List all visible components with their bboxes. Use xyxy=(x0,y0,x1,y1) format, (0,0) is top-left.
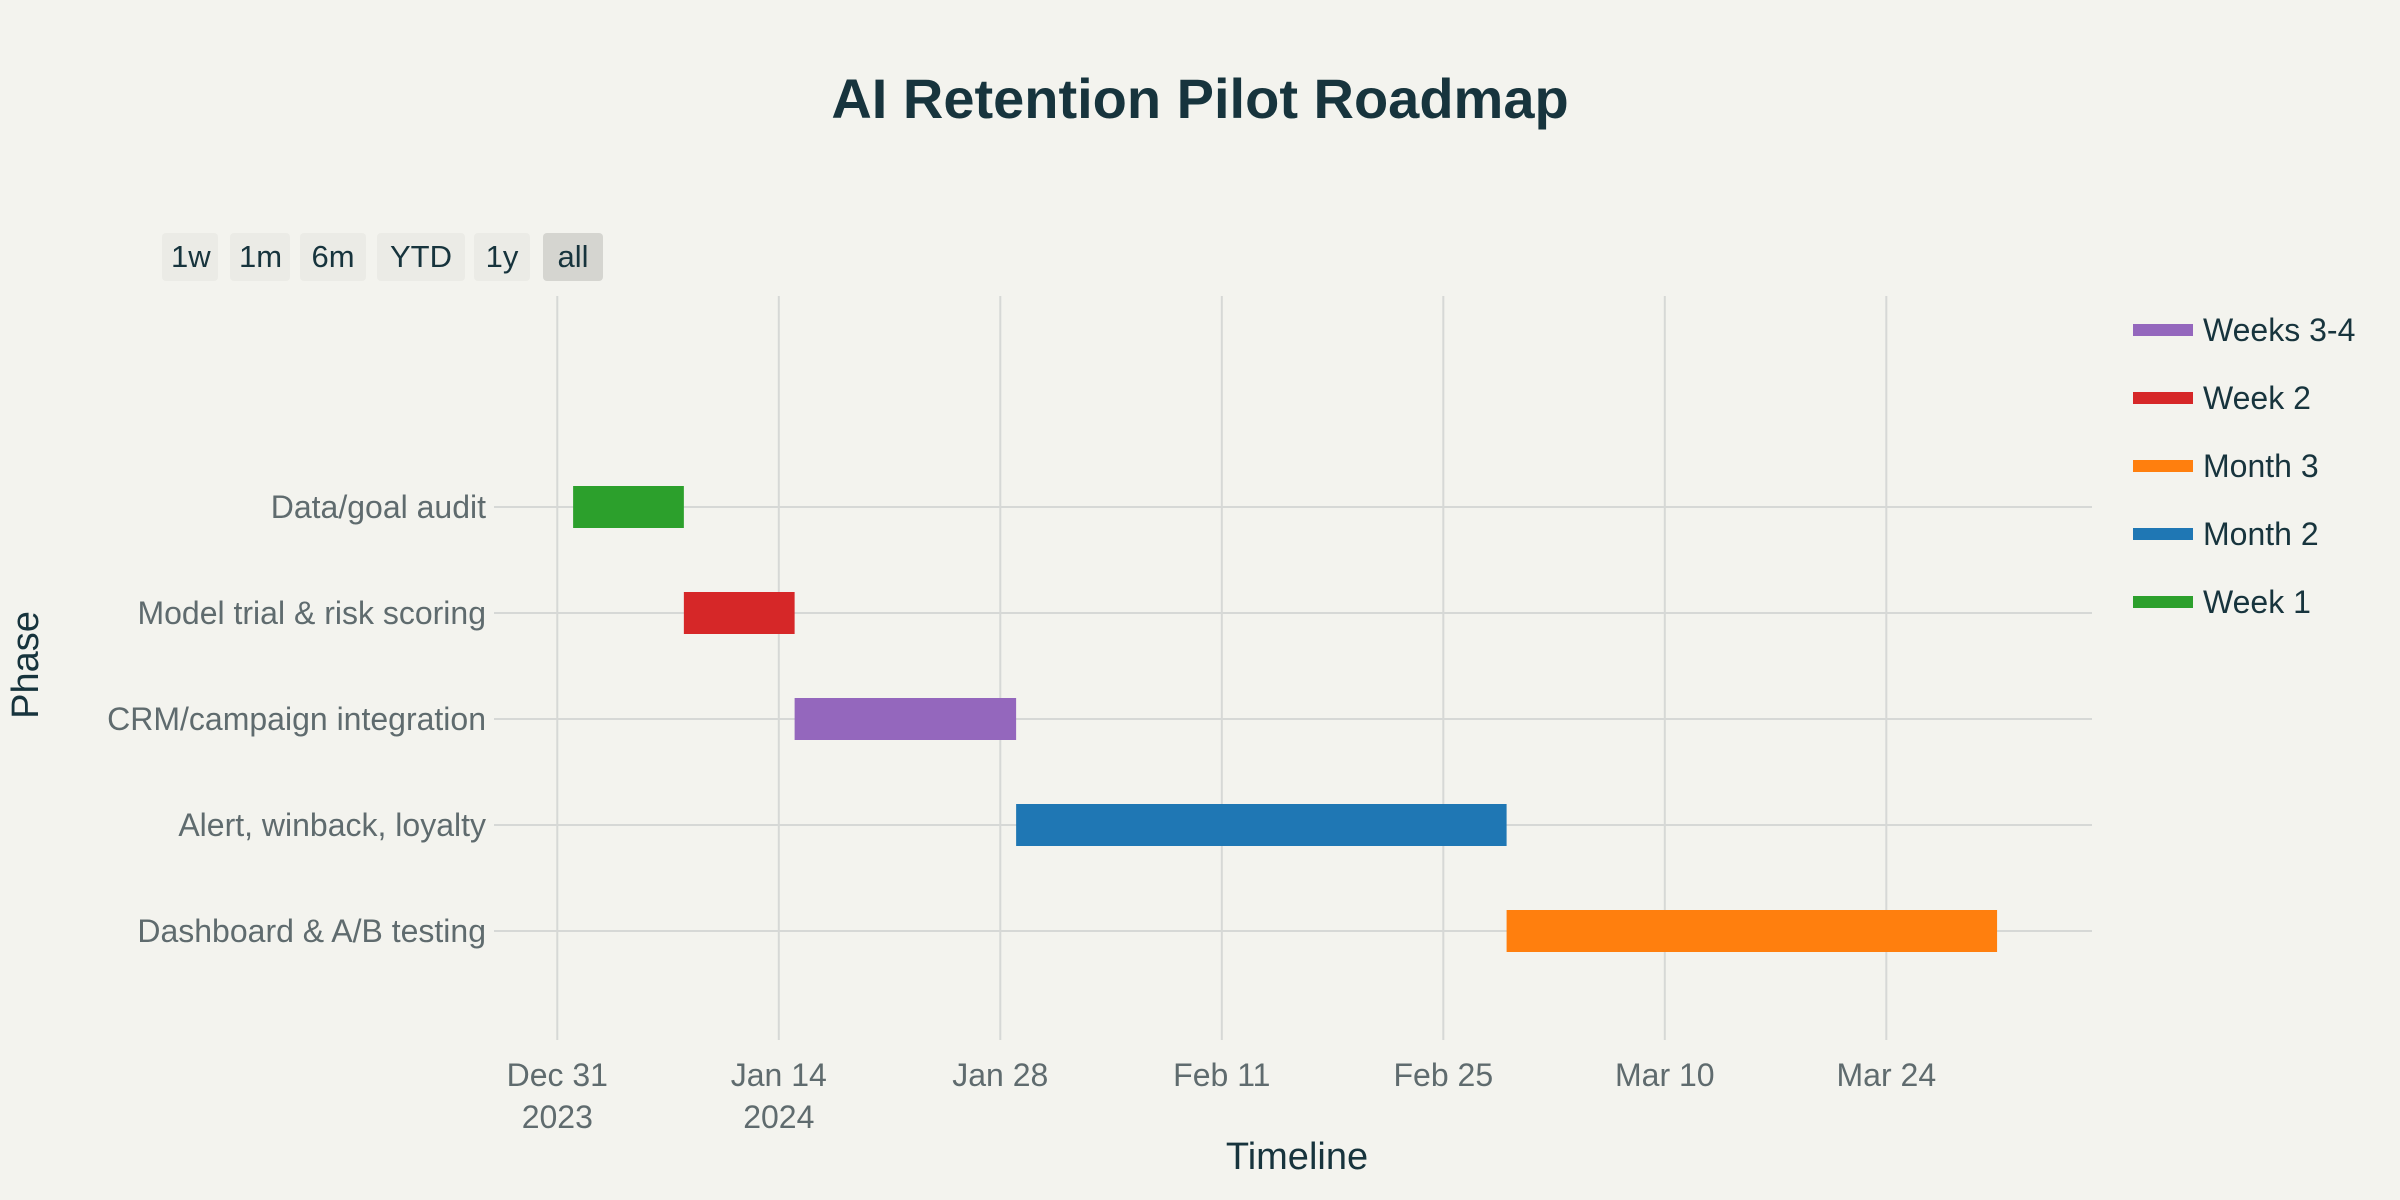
legend-label: Week 2 xyxy=(2203,380,2311,416)
legend-label: Weeks 3-4 xyxy=(2203,312,2355,348)
legend-swatch xyxy=(2133,596,2193,608)
legend-swatch xyxy=(2133,392,2193,404)
legend-item[interactable]: Week 1 xyxy=(2133,584,2311,620)
legend-swatch xyxy=(2133,324,2193,336)
x-tick-label: Jan 14 xyxy=(731,1057,827,1093)
gantt-bar-week-2[interactable] xyxy=(683,592,795,634)
x-tick-label: Dec 31 xyxy=(507,1057,608,1093)
range-button-all[interactable]: all xyxy=(543,233,603,281)
x-tick-year-label: 2024 xyxy=(743,1099,814,1135)
gantt-bar-month-3[interactable] xyxy=(1506,910,1998,952)
range-button-ytd[interactable]: YTD xyxy=(377,233,465,281)
x-tick-label: Feb 11 xyxy=(1173,1057,1270,1093)
range-button-6m[interactable]: 6m xyxy=(300,233,366,281)
y-tick-label: Alert, winback, loyalty xyxy=(178,807,486,843)
legend[interactable]: Weeks 3-4 Week 2 Month 3 Month 2 Week 1 xyxy=(2133,312,2355,620)
x-axis-title: Timeline xyxy=(1226,1136,1368,1178)
chart-title: AI Retention Pilot Roadmap xyxy=(831,67,1568,130)
legend-label: Month 2 xyxy=(2203,516,2319,552)
range-button-1y[interactable]: 1y xyxy=(474,233,530,281)
range-button-1w[interactable]: 1w xyxy=(162,233,218,281)
x-tick-label: Mar 10 xyxy=(1615,1057,1715,1093)
y-tick-label: Dashboard & A/B testing xyxy=(137,913,486,949)
legend-item[interactable]: Week 2 xyxy=(2133,380,2311,416)
x-tick-label: Jan 28 xyxy=(952,1057,1048,1093)
legend-item[interactable]: Month 3 xyxy=(2133,448,2319,484)
gantt-bar-weeks-3-4[interactable] xyxy=(794,698,1017,740)
x-tick-label: Mar 24 xyxy=(1837,1057,1937,1093)
x-axis-ticks: Dec 31 2023 Jan 14 2024 Jan 28 Feb 11 Feb 25 Ma… xyxy=(507,1057,1937,1135)
y-tick-label: CRM/campaign integration xyxy=(107,701,486,737)
gantt-bar-week-1[interactable] xyxy=(573,486,684,528)
y-axis-title: Phase xyxy=(5,611,47,719)
gantt-bars xyxy=(573,486,1998,952)
y-tick-label: Data/goal audit xyxy=(271,489,486,525)
x-tick-year-label: 2023 xyxy=(522,1099,593,1135)
legend-swatch xyxy=(2133,460,2193,472)
range-button-1m[interactable]: 1m xyxy=(230,233,290,281)
legend-swatch xyxy=(2133,528,2193,540)
grid-lines xyxy=(494,296,2092,1040)
y-axis-ticks: Data/goal audit Model trial & risk scorin… xyxy=(107,489,486,949)
y-tick-label: Model trial & risk scoring xyxy=(137,595,486,631)
x-tick-label: Feb 25 xyxy=(1393,1057,1493,1093)
legend-label: Week 1 xyxy=(2203,584,2311,620)
gantt-bar-month-2[interactable] xyxy=(1016,804,1507,846)
legend-label: Month 3 xyxy=(2203,448,2319,484)
legend-item[interactable]: Weeks 3-4 xyxy=(2133,312,2355,348)
legend-item[interactable]: Month 2 xyxy=(2133,516,2319,552)
